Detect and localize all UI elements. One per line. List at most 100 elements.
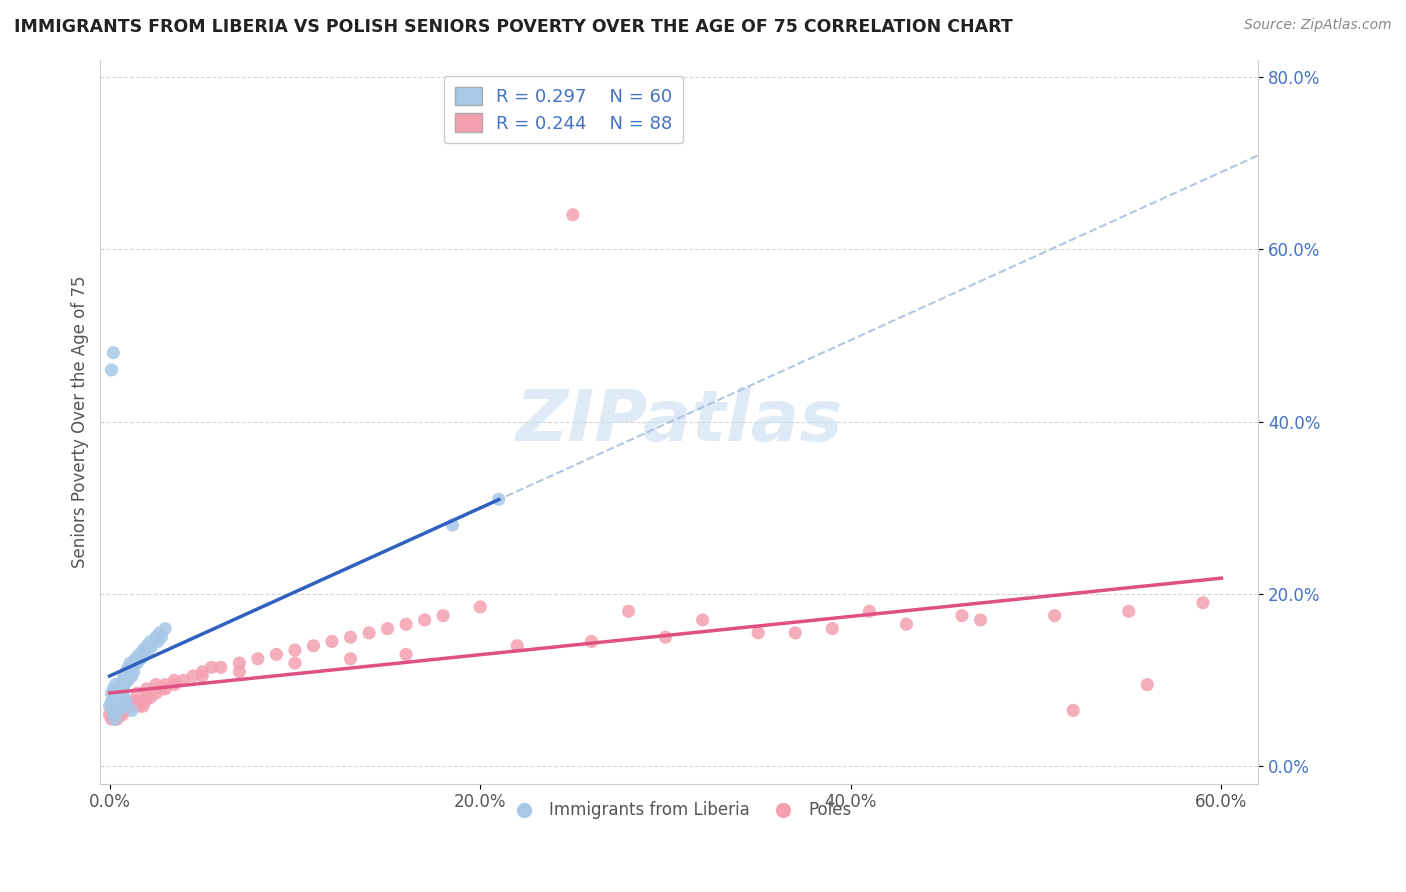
Point xyxy=(155,622,177,636)
Point xyxy=(103,345,125,359)
Point xyxy=(506,639,529,653)
Point xyxy=(145,630,167,644)
Point xyxy=(200,660,222,674)
Point xyxy=(135,690,157,705)
Point xyxy=(163,673,186,688)
Point xyxy=(103,681,125,696)
Point xyxy=(104,703,127,717)
Point xyxy=(103,707,125,722)
Point xyxy=(114,690,136,705)
Point xyxy=(110,686,132,700)
Point xyxy=(98,707,121,722)
Point xyxy=(114,669,136,683)
Point xyxy=(110,699,132,714)
Point xyxy=(139,690,162,705)
Point xyxy=(150,630,173,644)
Point xyxy=(146,634,169,648)
Point xyxy=(617,604,640,618)
Point xyxy=(118,695,141,709)
Point xyxy=(581,634,603,648)
Point xyxy=(127,656,149,670)
Point xyxy=(432,608,454,623)
Point xyxy=(1062,703,1084,717)
Point xyxy=(128,648,150,662)
Point xyxy=(100,363,122,377)
Point xyxy=(135,639,157,653)
Point xyxy=(284,656,307,670)
Point xyxy=(969,613,991,627)
Point xyxy=(191,665,214,679)
Point xyxy=(302,639,325,653)
Point xyxy=(357,625,380,640)
Point xyxy=(132,643,155,657)
Point xyxy=(117,673,139,688)
Point xyxy=(103,695,125,709)
Point xyxy=(100,686,122,700)
Point xyxy=(103,699,125,714)
Point xyxy=(138,643,160,657)
Point xyxy=(228,665,250,679)
Point xyxy=(115,695,138,709)
Point xyxy=(108,690,131,705)
Point xyxy=(100,703,122,717)
Point xyxy=(339,630,361,644)
Point xyxy=(821,622,844,636)
Point xyxy=(132,699,155,714)
Point xyxy=(173,673,195,688)
Point xyxy=(110,699,132,714)
Point xyxy=(117,699,139,714)
Point xyxy=(145,677,167,691)
Point xyxy=(105,690,128,705)
Point xyxy=(141,639,163,653)
Point xyxy=(785,625,807,640)
Point xyxy=(122,695,145,709)
Point xyxy=(117,699,139,714)
Point xyxy=(135,681,157,696)
Point xyxy=(284,643,307,657)
Point xyxy=(266,648,288,662)
Point xyxy=(98,699,121,714)
Text: IMMIGRANTS FROM LIBERIA VS POLISH SENIORS POVERTY OVER THE AGE OF 75 CORRELATION: IMMIGRANTS FROM LIBERIA VS POLISH SENIOR… xyxy=(14,18,1012,36)
Point xyxy=(114,703,136,717)
Point xyxy=(104,699,127,714)
Point xyxy=(111,703,134,717)
Point xyxy=(103,707,125,722)
Point xyxy=(145,686,167,700)
Point xyxy=(1043,608,1066,623)
Point xyxy=(100,695,122,709)
Point xyxy=(488,492,510,507)
Point xyxy=(111,681,134,696)
Point xyxy=(1118,604,1140,618)
Point xyxy=(246,651,269,665)
Point xyxy=(181,669,204,683)
Point xyxy=(105,699,128,714)
Point xyxy=(110,699,132,714)
Point xyxy=(747,625,769,640)
Point xyxy=(114,677,136,691)
Point xyxy=(122,665,145,679)
Point xyxy=(111,673,134,688)
Point xyxy=(896,617,918,632)
Point xyxy=(150,681,173,696)
Y-axis label: Seniors Poverty Over the Age of 75: Seniors Poverty Over the Age of 75 xyxy=(72,276,89,568)
Point xyxy=(111,699,134,714)
Point xyxy=(155,681,177,696)
Point xyxy=(104,707,127,722)
Point xyxy=(104,712,127,726)
Point xyxy=(108,703,131,717)
Point xyxy=(118,665,141,679)
Point xyxy=(118,656,141,670)
Point xyxy=(104,677,127,691)
Point xyxy=(110,677,132,691)
Point xyxy=(115,673,138,688)
Point xyxy=(858,604,880,618)
Point xyxy=(111,703,134,717)
Point xyxy=(117,669,139,683)
Point xyxy=(121,699,143,714)
Point xyxy=(163,677,186,691)
Point xyxy=(127,686,149,700)
Point xyxy=(377,622,399,636)
Point xyxy=(692,613,714,627)
Point xyxy=(105,695,128,709)
Point xyxy=(149,625,172,640)
